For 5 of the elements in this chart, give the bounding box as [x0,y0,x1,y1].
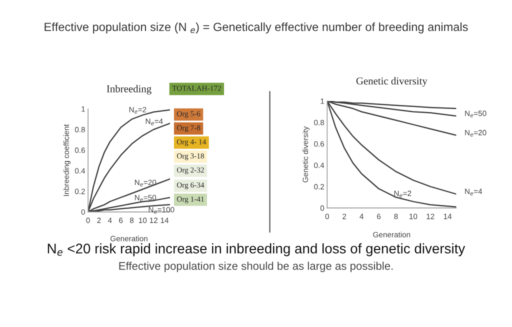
text: N$_{e}$ <20 risk rapid increase in inbreeding and loss of genetic diversity [48,243,466,256]
text: Effective population size (N $_{e}$) = Genetically effective number of breeding animals [44,22,468,34]
chart-title: Inbreeding [106,84,152,94]
text: Effective population size should be as large as possible. [119,262,393,272]
chart-title: Genetic diversity [356,77,428,87]
